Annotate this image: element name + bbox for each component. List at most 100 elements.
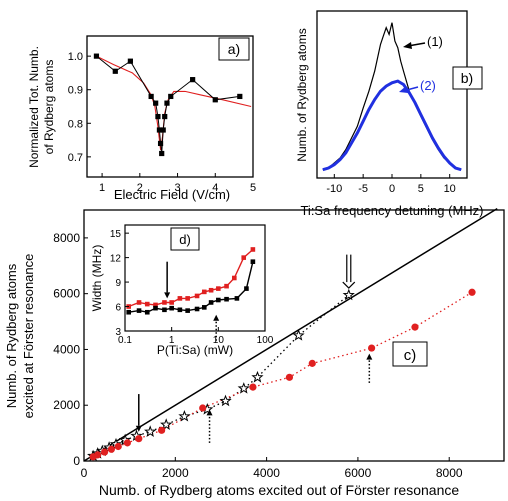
panel-d-series-2-point [234, 296, 240, 301]
panel-c-reference-line [83, 207, 498, 462]
panel-c-star-point [342, 288, 355, 301]
panel-a-data-point [127, 58, 133, 64]
panel-c-y-tick-label: 0 [73, 454, 80, 468]
panel-d-series-1-point [144, 301, 150, 307]
panel-a-x-tick-label: 3 [174, 182, 180, 194]
panel-c-x-axis-label: Numb. of Rydberg atoms excited out of Fö… [99, 482, 459, 498]
panel-b-letter: b) [461, 70, 473, 86]
panel-d-plot-area [126, 247, 256, 341]
panel-c-y-tick-label: 2000 [53, 398, 80, 412]
panel-a-data-point [160, 127, 166, 133]
panel-b-x-ticks: -10 -5 0 5 10 [326, 174, 456, 195]
panel-c-y-tick-label: 8000 [53, 231, 80, 245]
panel-d-y-tick-label: 6 [115, 303, 121, 314]
panel-d-series-1-point [153, 302, 158, 308]
panel-d-x-tick-label: 10 [213, 335, 225, 346]
panel-c-x-tick-label: 2000 [162, 466, 189, 480]
panel-c-dot-point [100, 448, 109, 456]
panel-d-series-1-point [169, 300, 174, 305]
panel-c-dot-point [368, 344, 376, 352]
panel-c-x-tick-label: 4000 [253, 466, 280, 480]
panel-a-y-axis-label-line-1: Normalized Tot. Numb. [27, 46, 41, 168]
panel-b-x-tick-label: 0 [389, 183, 395, 195]
panel-c-star-point [292, 329, 305, 341]
panel-b-series-2-line [322, 79, 462, 172]
panel-c-y-axis-label-line-2: excited at Förster resonance [21, 254, 36, 419]
panel-c-dot-point [308, 359, 316, 367]
panel-a: 1 2 3 4 5 0.7 0.8 0.9 1.0 Electric Field (V/cm)… [27, 35, 256, 202]
panel-c-arrow-solid-head [135, 425, 142, 432]
panel-c-x-tick-label: 0 [81, 466, 88, 480]
panel-a-letter-box [218, 37, 250, 61]
panel-c-star-point [160, 418, 173, 430]
panel-a-x-tick-label: 4 [212, 182, 218, 194]
panel-a-letter: a) [228, 41, 240, 57]
panel-d-series-1-point [224, 283, 229, 289]
panel-b-x-tick-label: 10 [444, 183, 456, 195]
panel-a-data-point [164, 100, 170, 106]
panel-a-data-point [190, 77, 196, 83]
panel-c-y-tick-label: 4000 [53, 342, 80, 356]
panel-b-arrow-1-head [403, 42, 412, 49]
panel-b-x-tick-label: -5 [358, 183, 368, 195]
panel-d-series-1-point [177, 296, 183, 301]
panel-d-series-2-point [153, 305, 158, 311]
panel-c-dot-point [135, 435, 143, 443]
panel-d-x-axis-label: P(Ti:Sa) (mW) [157, 343, 233, 357]
panel-d-series-2-line [128, 261, 254, 313]
panel-d-arrow-solid-head [164, 292, 171, 299]
panel-c-y-axis-label-line-1: Numb. of Rydberg atoms [4, 263, 19, 408]
panel-c-letter: c) [404, 347, 417, 364]
panel-d-series-1-point [201, 289, 207, 295]
panel-d-series-1-point [162, 300, 167, 305]
panel-a-data-point [155, 113, 161, 120]
panel-c-arrow-double-head [342, 281, 356, 289]
panel-c-dot-point [107, 445, 115, 453]
panel-a-frame [86, 35, 254, 178]
panel-c-frame [83, 209, 505, 462]
panel-d-arrow-dotted-head [213, 314, 220, 321]
panel-b-x-tick-label: -10 [326, 183, 342, 195]
panel-d-y-ticks: 3 6 9 12 15 [110, 229, 129, 338]
panel-d-series-2-point [201, 305, 207, 310]
panel-d: 0.1 1 10 100 3 6 9 12 15 P(Ti:Sa) (mW) Width (M… [90, 224, 274, 357]
panel-a-y-tick-label: 0.8 [68, 118, 83, 130]
panel-a-plot-area [93, 53, 252, 157]
panel-a-y-ticks: 0.7 0.8 0.9 1.0 [68, 51, 91, 164]
panel-c-dot-point [94, 451, 102, 459]
panel-a-data-point [148, 93, 154, 100]
panel-a-y-axis-label-line-2: of Rydberg atoms [42, 60, 56, 155]
panel-a-x-tick-label: 1 [99, 182, 105, 194]
panel-a-x-tick-label: 2 [137, 182, 143, 194]
panel-b-arrow-2-head [399, 86, 408, 93]
panel-b-letter-box [452, 66, 483, 90]
panel-d-series-1-point [185, 296, 190, 301]
panel-c-star-point [251, 370, 264, 383]
panel-d-series-1-point [194, 293, 200, 299]
panel-b-annotation-2: (2) [420, 78, 436, 93]
panel-c-star-point [178, 409, 191, 422]
panel-a-y-tick-label: 0.7 [68, 152, 83, 164]
panel-c-dot-point [411, 323, 419, 331]
panel-a-data-point [153, 100, 159, 106]
panel-d-x-tick-label: 0.1 [118, 335, 132, 346]
panel-d-series-2-point [126, 309, 131, 315]
panel-a-data-point [93, 53, 100, 59]
panel-d-series-2-point [136, 308, 142, 313]
panel-c-star-point [219, 394, 232, 407]
panel-c-arrow-dotted-head [366, 353, 373, 360]
panel-a-data-point [168, 93, 174, 100]
panel-d-series-1-point [136, 300, 142, 305]
panel-c-letter-box [392, 341, 428, 367]
panel-c-y-ticks: 0 2000 4000 6000 8000 [53, 231, 88, 468]
panel-a-data-point [162, 113, 168, 120]
panel-d-series-2-point [177, 307, 183, 313]
panel-d-letter-box [170, 227, 200, 251]
panel-c-y-tick-label: 6000 [53, 287, 80, 301]
panel-c-dot-point [123, 439, 131, 447]
panel-d-series-1-point [216, 286, 221, 291]
panel-d-series-1-point [250, 247, 256, 252]
panel-a-y-tick-label: 0.9 [68, 85, 83, 97]
panel-c-star-point [237, 382, 250, 394]
panel-c-dot-point [249, 383, 257, 391]
